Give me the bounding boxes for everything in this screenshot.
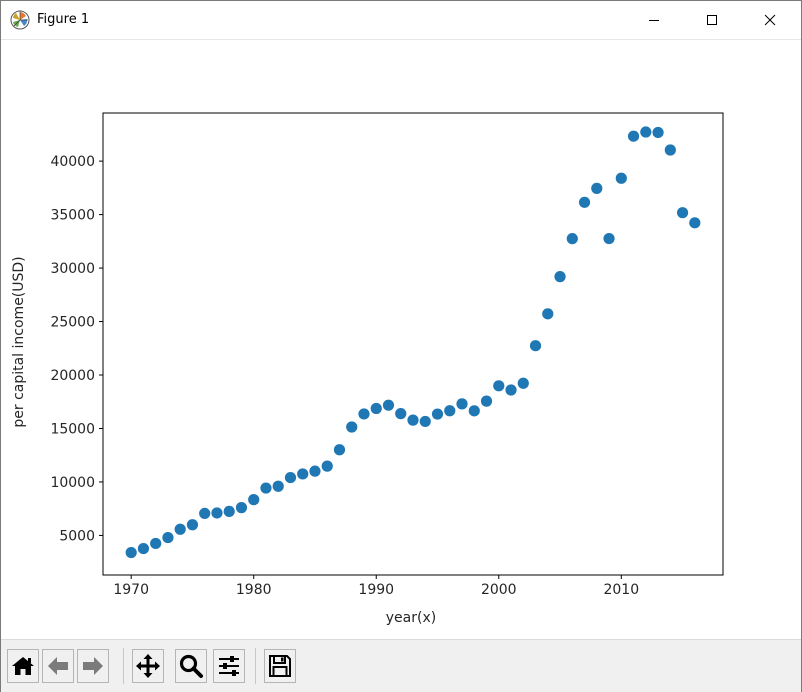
scatter-point <box>162 531 174 544</box>
y-axis-label: per capital income(USD) <box>11 256 27 427</box>
scatter-chart: 1970 1980 1990 2000 2010 5000 10000 15000 20000… <box>11 112 724 626</box>
y-tick-label: 40000 <box>50 154 95 170</box>
sliders-icon <box>219 656 239 676</box>
scatter-point <box>284 471 297 484</box>
scatter-point <box>309 465 321 477</box>
move-icon <box>136 654 160 678</box>
scatter-point <box>235 502 248 514</box>
matplotlib-logo-icon <box>10 10 30 30</box>
scatter-point <box>603 232 615 245</box>
scatter-point <box>591 182 603 194</box>
x-tick-label: 1980 <box>236 582 272 598</box>
maximize-icon <box>707 15 717 25</box>
y-tick-label: 15000 <box>50 421 95 437</box>
arrow-right-icon <box>83 657 103 675</box>
scatter-point <box>505 384 517 396</box>
x-tick-label: 1970 <box>113 582 149 598</box>
scatter-point <box>407 414 419 426</box>
figure-canvas[interactable]: 1970 1980 1990 2000 2010 5000 10000 15000 20000… <box>1 40 801 639</box>
magnifier-icon <box>179 654 203 678</box>
scatter-point <box>211 507 223 519</box>
scatter-point <box>333 444 346 456</box>
zoom-button[interactable] <box>175 649 207 683</box>
scatter-point <box>321 460 333 472</box>
scatter-point <box>444 405 456 417</box>
close-button[interactable] <box>741 1 799 39</box>
maximize-button[interactable] <box>683 1 741 39</box>
scatter-point <box>529 340 542 352</box>
scatter-point <box>480 395 493 407</box>
scatter-point <box>174 523 186 535</box>
scatter-point <box>358 408 370 420</box>
x-tick-label: 1990 <box>358 582 394 598</box>
close-icon <box>764 14 776 26</box>
scatter-point <box>615 172 627 184</box>
home-icon <box>12 657 34 675</box>
scatter-point <box>578 196 591 208</box>
scatter-point <box>346 421 358 433</box>
scatter-point <box>566 233 578 245</box>
x-tick-label: 2000 <box>481 582 517 598</box>
scatter-point <box>223 505 235 517</box>
plot-area-frame <box>102 112 724 576</box>
y-tick-label: 20000 <box>50 368 95 384</box>
scatter-point <box>689 217 701 229</box>
scatter-point <box>468 405 480 417</box>
x-tick-label: 2010 <box>603 582 639 598</box>
scatter-point <box>125 546 137 559</box>
scatter-point <box>542 308 554 320</box>
scatter-point <box>456 398 468 410</box>
save-button[interactable] <box>264 649 296 683</box>
arrow-left-icon <box>48 657 68 675</box>
scatter-point <box>370 402 382 415</box>
y-tick-label: 35000 <box>50 208 95 224</box>
scatter-point <box>395 408 407 420</box>
y-tick-label: 30000 <box>50 261 95 277</box>
pan-button[interactable] <box>132 649 164 683</box>
forward-button[interactable] <box>77 649 109 683</box>
scatter-point <box>652 126 664 139</box>
configure-subplots-button[interactable] <box>213 649 245 683</box>
back-button[interactable] <box>42 649 74 683</box>
scatter-point <box>382 399 395 411</box>
scatter-point <box>137 542 150 555</box>
scatter-point <box>676 207 689 219</box>
scatter-point <box>150 537 162 550</box>
floppy-disk-icon <box>269 655 291 677</box>
navigation-toolbar <box>1 639 801 692</box>
scatter-point <box>640 126 652 138</box>
scatter-point <box>248 494 260 506</box>
y-tick-label: 25000 <box>50 315 95 331</box>
y-tick-label: 10000 <box>50 475 95 491</box>
home-button[interactable] <box>7 649 39 683</box>
scatter-point <box>260 482 272 494</box>
title-bar[interactable]: Figure 1 <box>1 1 801 40</box>
scatter-point <box>554 271 566 283</box>
toolbar-separator <box>123 648 124 684</box>
toolbar-separator <box>255 648 256 684</box>
scatter-point <box>419 415 431 428</box>
scatter-point <box>493 380 505 392</box>
minimize-button[interactable] <box>625 1 683 39</box>
scatter-point <box>297 468 309 480</box>
scatter-point <box>517 377 529 389</box>
window-title: Figure 1 <box>37 12 90 27</box>
scatter-point <box>199 507 211 519</box>
y-tick-label: 5000 <box>59 528 95 544</box>
x-axis-label: year(x) <box>386 610 436 626</box>
minimize-icon <box>649 20 659 21</box>
scatter-point <box>664 144 676 156</box>
scatter-point <box>431 408 444 420</box>
scatter-point <box>627 130 640 142</box>
scatter-point <box>186 519 199 531</box>
scatter-point <box>272 480 284 492</box>
